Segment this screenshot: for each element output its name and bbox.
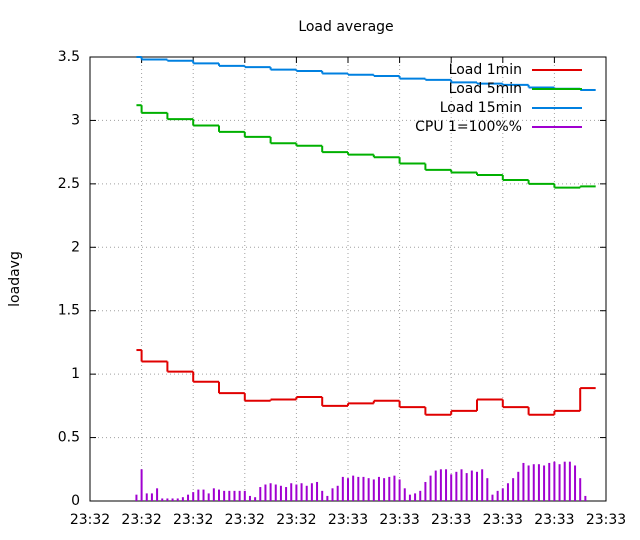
x-tick-label: 23:32 <box>276 512 316 528</box>
x-tick-label: 23:32 <box>121 512 161 528</box>
y-tick-label: 1 <box>71 366 80 382</box>
legend-label: CPU 1=100%% <box>415 119 522 135</box>
y-tick-label: 0.5 <box>58 430 80 446</box>
chart-title: Load average <box>298 19 393 35</box>
x-tick-label: 23:33 <box>328 512 368 528</box>
y-tick-label: 1.5 <box>58 303 80 319</box>
y-tick-label: 2 <box>71 239 80 255</box>
x-tick-label: 23:32 <box>225 512 265 528</box>
x-tick-label: 23:32 <box>173 512 213 528</box>
y-tick-label: 2.5 <box>58 176 80 192</box>
y-tick-label: 3 <box>71 112 80 128</box>
x-tick-label: 23:33 <box>483 512 523 528</box>
y-axis-label: loadavg <box>7 251 23 307</box>
y-tick-label: 0 <box>71 493 80 509</box>
x-tick-label: 23:32 <box>70 512 110 528</box>
legend-label: Load 15min <box>440 100 522 116</box>
plot-frame <box>89 56 607 502</box>
x-tick-label: 23:33 <box>586 512 626 528</box>
legend-label: Load 5min <box>449 81 522 97</box>
x-tick-label: 23:33 <box>431 512 471 528</box>
x-tick-label: 23:33 <box>379 512 419 528</box>
x-tick-label: 23:33 <box>534 512 574 528</box>
legend-label: Load 1min <box>449 62 522 78</box>
y-tick-label: 3.5 <box>58 49 80 65</box>
